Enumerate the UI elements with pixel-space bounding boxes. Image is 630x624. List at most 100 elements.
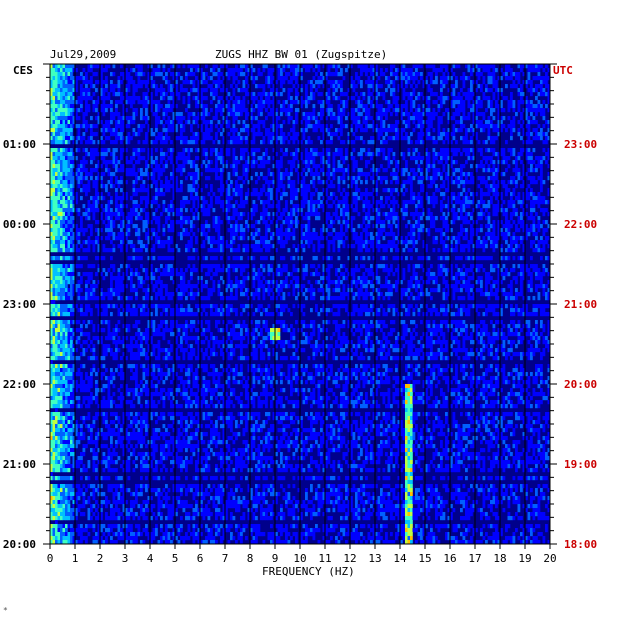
spectrogram-cell — [392, 88, 396, 93]
spectrogram-cell — [112, 212, 116, 217]
spectrogram-cell — [487, 156, 491, 161]
spectrogram-cell — [445, 68, 448, 73]
spectrogram-cell — [240, 88, 243, 93]
spectrogram-cell — [412, 128, 416, 133]
spectrogram-cell — [445, 64, 448, 69]
spectrogram-cell — [362, 172, 366, 177]
spectrogram-cell — [182, 152, 186, 157]
spectrogram-cell — [522, 168, 526, 173]
spectrogram-cell — [515, 168, 518, 173]
spectrogram-cell — [462, 180, 466, 185]
spectrogram-cell — [502, 212, 506, 217]
spectrogram-cell — [70, 132, 73, 137]
spectrogram-cell — [252, 148, 256, 153]
spectrogram-cell — [512, 200, 516, 205]
spectrogram-cell — [472, 156, 476, 161]
spectrogram-cell — [435, 228, 438, 233]
spectrogram-cell — [310, 204, 313, 209]
spectrogram-cell — [252, 236, 256, 241]
spectrogram-cell — [197, 100, 201, 105]
spectrogram-cell — [522, 148, 526, 153]
spectrogram-cell — [362, 68, 366, 73]
spectrogram-cell — [345, 204, 348, 209]
spectrogram-cell — [515, 212, 518, 217]
spectrogram-cell — [420, 72, 423, 77]
spectrogram-cell — [100, 216, 103, 221]
spectrogram-cell — [140, 112, 143, 117]
spectrogram-cell — [252, 132, 256, 137]
spectrogram-cell — [215, 164, 218, 169]
spectrogram-cell — [185, 140, 188, 145]
spectrogram-cell — [327, 152, 331, 157]
spectrogram-cell — [185, 160, 188, 165]
spectrogram-cell — [355, 188, 358, 193]
spectrogram-cell — [87, 96, 91, 101]
spectrogram-cell — [210, 108, 213, 113]
spectrogram-cell — [275, 232, 278, 237]
spectrogram-cell — [200, 140, 203, 145]
spectrogram-cell — [215, 64, 218, 69]
spectrogram-cell — [390, 112, 393, 117]
spectrogram-cell — [52, 192, 56, 197]
spectrogram-cell — [405, 112, 408, 117]
spectrogram-cell — [115, 180, 118, 185]
spectrogram-cell — [300, 152, 303, 157]
spectrogram-cell — [410, 116, 413, 121]
spectrogram-cell — [490, 184, 493, 189]
spectrogram-cell — [222, 236, 226, 241]
spectrogram-cell — [225, 148, 228, 153]
spectrogram-cell — [70, 84, 73, 89]
spectrogram-cell — [202, 132, 206, 137]
spectrogram-cell — [392, 124, 396, 129]
spectrogram-cell — [537, 132, 541, 137]
spectrogram-cell — [315, 172, 318, 177]
spectrogram-cell — [277, 184, 281, 189]
spectrogram-cell — [420, 228, 423, 233]
spectrogram-cell — [487, 120, 491, 125]
spectrogram-cell — [482, 212, 486, 217]
spectrogram-cell — [202, 120, 206, 125]
spectrogram-cell — [330, 64, 333, 69]
spectrogram-cell — [440, 152, 443, 157]
spectrogram-cell — [150, 228, 153, 233]
spectrogram-cell — [317, 180, 321, 185]
spectrogram-cell — [310, 80, 313, 85]
spectrogram-cell — [127, 228, 131, 233]
spectrogram-cell — [210, 88, 213, 93]
spectrogram-cell — [257, 176, 261, 181]
spectrogram-cell — [50, 200, 53, 205]
spectrogram-cell — [545, 84, 548, 89]
spectrogram-cell — [380, 104, 383, 109]
spectrogram-cell — [302, 196, 306, 201]
spectrogram-cell — [182, 116, 186, 121]
spectrogram-cell — [427, 108, 431, 113]
spectrogram-cell — [357, 100, 361, 105]
spectrogram-cell — [60, 184, 63, 189]
spectrogram-cell — [70, 112, 73, 117]
spectrogram-cell — [100, 72, 103, 77]
spectrogram-cell — [235, 160, 238, 165]
spectrogram-cell — [307, 188, 311, 193]
spectrogram-cell — [250, 116, 253, 121]
spectrogram-cell — [400, 128, 403, 133]
spectrogram-cell — [247, 168, 251, 173]
spectrogram-cell — [527, 68, 531, 73]
spectrogram-cell — [85, 112, 88, 117]
spectrogram-cell — [192, 200, 196, 205]
spectrogram-cell — [297, 176, 301, 181]
spectrogram-cell — [497, 204, 501, 209]
spectrogram-cell — [320, 108, 323, 113]
spectrogram-cell — [385, 212, 388, 217]
spectrogram-cell — [347, 172, 351, 177]
spectrogram-cell — [142, 180, 146, 185]
spectrogram-cell — [125, 172, 128, 177]
spectrogram-cell — [240, 184, 243, 189]
spectrogram-cell — [367, 88, 371, 93]
spectrogram-cell — [65, 92, 68, 97]
spectrogram-cell — [407, 120, 411, 125]
spectrogram-cell — [507, 124, 511, 129]
spectrogram-cell — [67, 228, 71, 233]
spectrogram-cell — [517, 120, 521, 125]
spectrogram-cell — [152, 180, 156, 185]
spectrogram-cell — [467, 188, 471, 193]
